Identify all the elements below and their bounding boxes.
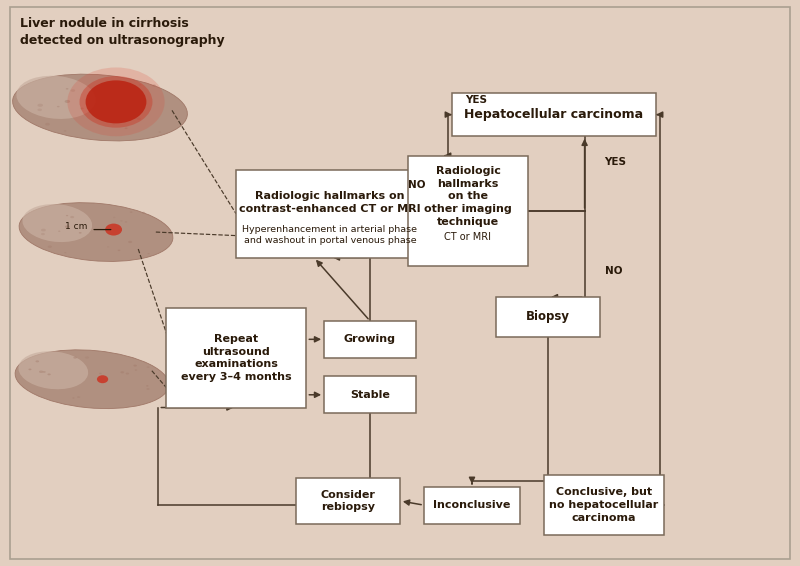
Ellipse shape: [38, 104, 43, 107]
Ellipse shape: [97, 375, 108, 383]
Text: CT or MRI: CT or MRI: [445, 232, 491, 242]
Text: Biopsy: Biopsy: [526, 311, 570, 323]
Ellipse shape: [41, 233, 45, 235]
Text: Inconclusive: Inconclusive: [434, 500, 510, 510]
Ellipse shape: [119, 90, 122, 92]
Ellipse shape: [70, 216, 74, 218]
Text: Stable: Stable: [350, 390, 390, 400]
Ellipse shape: [138, 84, 142, 86]
Ellipse shape: [66, 88, 69, 89]
Ellipse shape: [133, 95, 135, 97]
Ellipse shape: [41, 229, 46, 231]
Ellipse shape: [100, 378, 103, 380]
Ellipse shape: [130, 211, 133, 213]
Text: YES: YES: [605, 157, 626, 167]
Ellipse shape: [77, 396, 80, 398]
Ellipse shape: [81, 108, 84, 109]
Ellipse shape: [64, 252, 66, 253]
Ellipse shape: [85, 357, 89, 359]
Text: Hepatocellular carcinoma: Hepatocellular carcinoma: [465, 108, 643, 121]
Ellipse shape: [146, 366, 150, 368]
Ellipse shape: [146, 388, 150, 390]
Ellipse shape: [120, 371, 124, 374]
Ellipse shape: [29, 368, 31, 370]
Ellipse shape: [38, 109, 42, 111]
Ellipse shape: [135, 370, 137, 371]
Ellipse shape: [134, 365, 137, 367]
Text: Radiologic
hallmarks
on the
other imaging
technique: Radiologic hallmarks on the other imagin…: [424, 166, 512, 227]
FancyBboxPatch shape: [424, 487, 520, 524]
Ellipse shape: [15, 350, 169, 409]
FancyBboxPatch shape: [496, 297, 600, 337]
Ellipse shape: [16, 76, 96, 119]
FancyBboxPatch shape: [236, 170, 424, 258]
Ellipse shape: [64, 130, 66, 132]
Ellipse shape: [45, 123, 50, 126]
Ellipse shape: [158, 131, 161, 133]
Ellipse shape: [142, 212, 146, 214]
Ellipse shape: [126, 372, 129, 375]
Text: Conclusive, but
no hepatocellular
carcinoma: Conclusive, but no hepatocellular carcin…: [550, 487, 658, 523]
Ellipse shape: [35, 361, 39, 362]
Ellipse shape: [78, 232, 82, 234]
Ellipse shape: [125, 221, 127, 222]
Ellipse shape: [48, 246, 52, 248]
FancyBboxPatch shape: [452, 93, 656, 136]
Ellipse shape: [128, 241, 132, 243]
Ellipse shape: [99, 372, 102, 374]
Ellipse shape: [152, 84, 156, 87]
Ellipse shape: [120, 220, 122, 221]
Ellipse shape: [66, 215, 68, 216]
Text: Repeat
ultrasound
examinations
every 3–4 months: Repeat ultrasound examinations every 3–4…: [181, 334, 292, 382]
Ellipse shape: [147, 253, 150, 254]
Text: Consider
rebiopsy: Consider rebiopsy: [321, 490, 375, 512]
Text: Hyperenhancement in arterial phase
and washout in portal venous phase: Hyperenhancement in arterial phase and w…: [242, 225, 418, 245]
Ellipse shape: [113, 217, 115, 218]
Ellipse shape: [107, 246, 110, 247]
FancyBboxPatch shape: [324, 321, 416, 358]
Ellipse shape: [146, 385, 149, 387]
Ellipse shape: [86, 80, 146, 123]
Text: NO: NO: [605, 266, 622, 276]
Ellipse shape: [13, 74, 187, 141]
Ellipse shape: [47, 374, 50, 375]
Ellipse shape: [118, 250, 120, 251]
Ellipse shape: [57, 106, 59, 108]
Text: 1 cm: 1 cm: [65, 222, 87, 231]
FancyBboxPatch shape: [10, 7, 790, 559]
FancyBboxPatch shape: [166, 308, 306, 408]
Ellipse shape: [19, 203, 173, 261]
Text: Liver nodule in cirrhosis
detected on ultrasonography: Liver nodule in cirrhosis detected on ul…: [20, 17, 225, 48]
Ellipse shape: [70, 89, 75, 92]
Ellipse shape: [67, 67, 165, 136]
Ellipse shape: [113, 124, 115, 125]
Ellipse shape: [127, 94, 130, 96]
Text: Growing: Growing: [344, 335, 396, 344]
Ellipse shape: [125, 127, 128, 129]
FancyBboxPatch shape: [544, 475, 664, 535]
Ellipse shape: [58, 230, 61, 232]
Ellipse shape: [18, 351, 88, 389]
Text: YES: YES: [465, 96, 487, 105]
Ellipse shape: [72, 397, 74, 398]
Ellipse shape: [22, 204, 92, 242]
Ellipse shape: [79, 76, 153, 128]
Ellipse shape: [39, 371, 43, 373]
Ellipse shape: [65, 100, 70, 103]
Ellipse shape: [65, 225, 70, 228]
FancyBboxPatch shape: [324, 376, 416, 413]
Ellipse shape: [74, 357, 77, 359]
Text: Radiologic hallmarks on
contrast-enhanced CT or MRI: Radiologic hallmarks on contrast-enhance…: [239, 191, 421, 213]
Text: NO: NO: [408, 179, 426, 190]
FancyBboxPatch shape: [296, 478, 400, 524]
Ellipse shape: [42, 371, 46, 373]
FancyBboxPatch shape: [408, 156, 528, 266]
Ellipse shape: [137, 118, 141, 120]
Ellipse shape: [105, 224, 122, 235]
